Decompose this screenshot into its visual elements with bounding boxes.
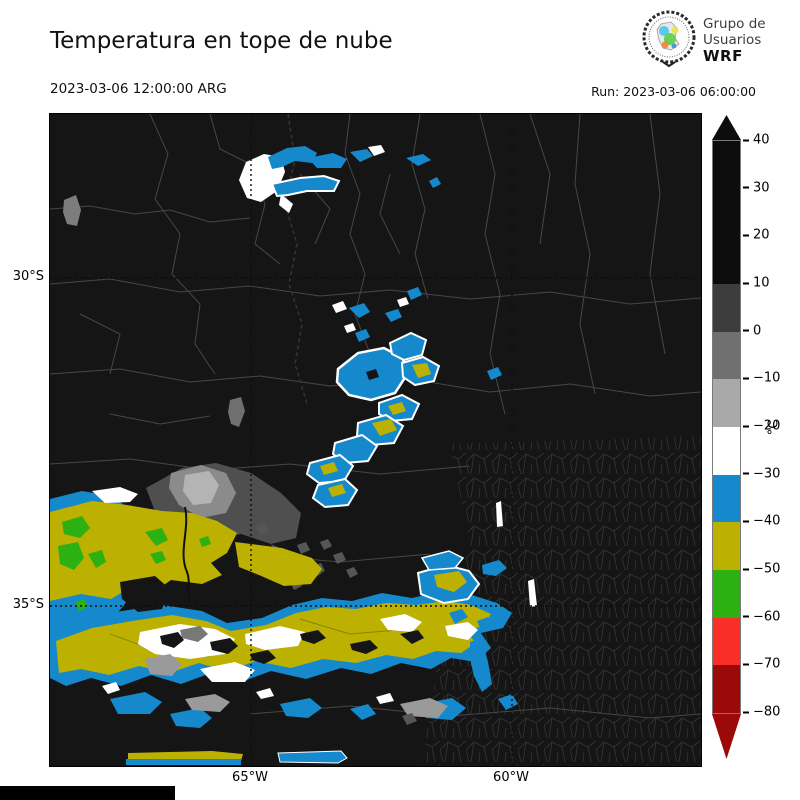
tick-label: −10 <box>753 370 781 386</box>
tick-label: −30 <box>753 466 781 482</box>
tick-mark <box>743 520 749 523</box>
colorbar-segment <box>713 284 740 332</box>
tick-mark <box>743 186 749 189</box>
run-time-label: Run: 2023-03-06 06:00:00 <box>591 84 756 99</box>
colorbar-tick: 30 <box>743 180 770 195</box>
tick-label: 10 <box>753 275 770 291</box>
tick-mark <box>743 329 749 332</box>
colorbar-segment <box>713 617 740 666</box>
valid-time-label: 2023-03-06 12:00:00 ARG <box>50 81 227 97</box>
colorbar-tick: −80 <box>743 705 780 720</box>
tick-label: −20 <box>753 418 781 434</box>
colorbar-tick: 10 <box>743 276 770 291</box>
colorbar-tick: −20 <box>743 419 780 434</box>
tick-mark <box>743 663 749 666</box>
colorbar-arrow-up <box>712 115 741 140</box>
tick-label: −80 <box>753 704 781 720</box>
colorbar-tick: −30 <box>743 466 780 481</box>
lat-tick-30S: 30°S <box>12 269 44 284</box>
tick-mark <box>743 615 749 618</box>
colorbar-segment <box>713 570 740 618</box>
river-line <box>182 506 191 603</box>
tick-label: 30 <box>753 180 770 196</box>
tick-mark <box>743 711 749 713</box>
colorbar-tick: −60 <box>743 609 780 624</box>
lon-tick-65W: 65°W <box>232 770 268 785</box>
colorbar-tick: −50 <box>743 562 780 577</box>
logo-text-wrf: WRF <box>703 46 743 65</box>
footer-bar <box>0 786 175 800</box>
tick-mark <box>743 139 749 141</box>
tick-label: −70 <box>753 656 781 672</box>
tick-mark <box>743 282 749 284</box>
colorbar-tick: −10 <box>743 371 780 386</box>
colorbar-arrow-down <box>712 714 741 759</box>
cloud-green-layer <box>58 516 211 611</box>
colorbar-segment <box>713 522 740 571</box>
colorbar-segment <box>713 427 740 475</box>
colorbar-bar <box>712 140 741 714</box>
tick-label: 0 <box>753 323 762 339</box>
tick-label: −50 <box>753 561 781 577</box>
colorbar-tick: 20 <box>743 228 770 243</box>
colorbar-ticks: 40 30 20 10 0 −10 −20 −30 −40 −50 −60 −70 −80 <box>743 133 795 720</box>
cloud-holes-layer <box>120 369 424 664</box>
tick-label: 40 <box>753 132 770 148</box>
tick-mark <box>743 234 749 237</box>
tick-mark <box>743 472 749 475</box>
weather-map <box>49 113 702 767</box>
colorbar <box>712 115 741 759</box>
tick-mark <box>743 425 749 427</box>
colorbar-tick: 0 <box>743 323 761 338</box>
band-gray-patches <box>145 626 448 725</box>
colorbar-tick: −40 <box>743 514 780 529</box>
logo-text-line2: Usuarios <box>703 31 762 48</box>
colorbar-segment <box>713 331 740 380</box>
colorbar-segment <box>713 141 740 284</box>
page-title: Temperatura en tope de nube <box>50 28 393 54</box>
logo-emblem-icon <box>641 10 697 72</box>
colorbar-segment <box>713 665 740 714</box>
logo-text-line1: Grupo de <box>703 16 766 33</box>
lat-tick-35S: 35°S <box>12 597 44 612</box>
tick-label: 20 <box>753 227 770 243</box>
cloud-top-temperature-plot <box>49 113 702 766</box>
wrf-users-group-logo: Grupo de Usuarios WRF <box>641 10 766 72</box>
colorbar-tick: −70 <box>743 657 780 672</box>
colorbar-tick: 40 <box>743 133 770 148</box>
tick-mark <box>743 377 749 380</box>
tick-label: −40 <box>753 513 781 529</box>
tick-mark <box>743 568 749 570</box>
colorbar-segment <box>713 474 740 523</box>
gridlines-layer <box>50 114 701 766</box>
colorbar-segment <box>713 379 740 428</box>
lon-tick-60W: 60°W <box>493 770 529 785</box>
cloud-blue-blobs-layer <box>110 146 518 765</box>
cloud-olive-cores-layer <box>320 363 467 592</box>
tick-label: −60 <box>753 609 781 625</box>
colorbar-unit-label: °C <box>766 419 782 436</box>
